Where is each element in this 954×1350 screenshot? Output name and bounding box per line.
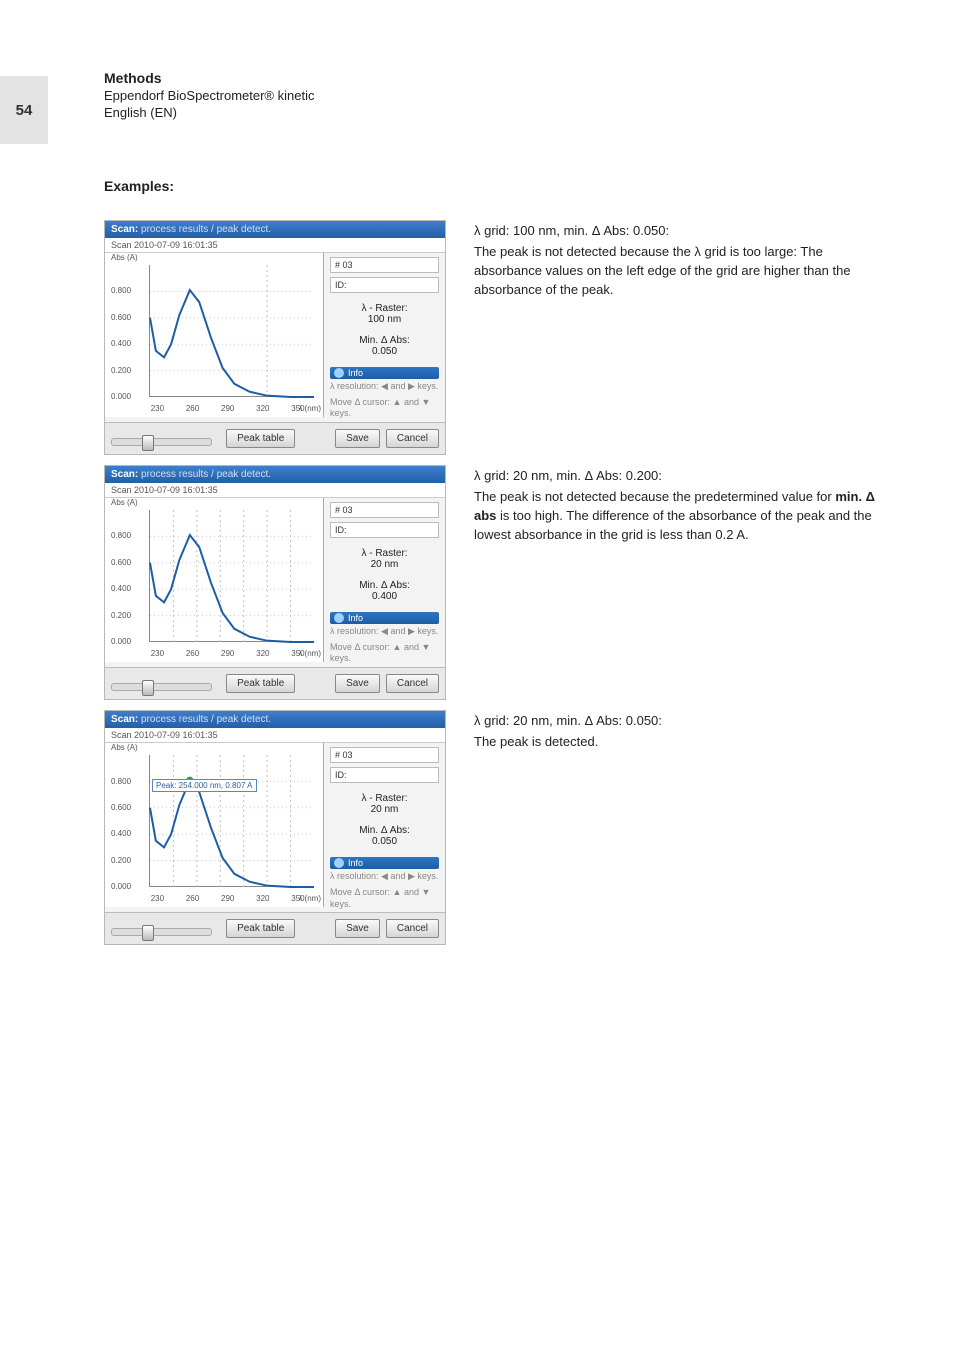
slider-thumb[interactable]: [142, 925, 154, 941]
device-title: Scan: process results / peak detect.: [105, 711, 445, 728]
device-screenshot: Scan: process results / peak detect. Sca…: [104, 465, 446, 700]
plot-area: Abs (A) 0.0000.2000.4000.6000.800 230260…: [105, 498, 324, 662]
peak-table-button[interactable]: Peak table: [226, 429, 295, 448]
hint-cursor: Move Δ cursor: ▲ and ▼ keys.: [330, 887, 439, 910]
info-bar: Info: [330, 367, 439, 379]
save-button[interactable]: Save: [335, 674, 380, 693]
y-axis-label: Abs (A): [111, 498, 138, 507]
peak-table-button[interactable]: Peak table: [226, 919, 295, 938]
plot-box: [149, 265, 313, 397]
x-axis-label: λ (nm): [298, 404, 321, 413]
device-screenshot: Scan: process results / peak detect. Sca…: [104, 220, 446, 455]
example-row: Scan: process results / peak detect. Sca…: [104, 465, 894, 700]
peak-table-button[interactable]: Peak table: [226, 674, 295, 693]
example-row: Scan: process results / peak detect. Sca…: [104, 220, 894, 455]
minabs-param: Min. Δ Abs:0.050: [330, 335, 439, 357]
example-description: λ grid: 20 nm, min. Δ Abs: 0.050: The pe…: [474, 710, 894, 945]
section-title: Examples:: [104, 178, 894, 194]
sample-number-field[interactable]: # 03: [330, 502, 439, 518]
info-bar: Info: [330, 612, 439, 624]
example-row: Scan: process results / peak detect. Sca…: [104, 710, 894, 945]
cancel-button[interactable]: Cancel: [386, 919, 439, 938]
plot-box: Peak: 254.000 nm, 0.807 A: [149, 755, 313, 887]
save-button[interactable]: Save: [335, 429, 380, 448]
id-field[interactable]: ID:: [330, 277, 439, 293]
hint-resolution: λ resolution: ◀ and ▶ keys.: [330, 871, 439, 883]
peak-label: Peak: 254.000 nm, 0.807 A: [152, 779, 257, 792]
info-icon: [334, 368, 344, 378]
header-block: Methods Eppendorf BioSpectrometer® kinet…: [104, 70, 894, 120]
info-bar: Info: [330, 857, 439, 869]
plot-area: Abs (A) 0.0000.2000.4000.6000.800 230260…: [105, 743, 324, 907]
slider-thumb[interactable]: [142, 680, 154, 696]
minabs-param: Min. Δ Abs:0.400: [330, 580, 439, 602]
hint-cursor: Move Δ cursor: ▲ and ▼ keys.: [330, 642, 439, 665]
example-description: λ grid: 20 nm, min. Δ Abs: 0.200: The pe…: [474, 465, 894, 700]
device-title: Scan: process results / peak detect.: [105, 221, 445, 238]
slider[interactable]: [111, 683, 212, 691]
y-axis-label: Abs (A): [111, 253, 138, 262]
info-icon: [334, 858, 344, 868]
desc-title: λ grid: 100 nm, min. Δ Abs: 0.050:: [474, 222, 894, 241]
example-description: λ grid: 100 nm, min. Δ Abs: 0.050: The p…: [474, 220, 894, 455]
desc-title: λ grid: 20 nm, min. Δ Abs: 0.050:: [474, 712, 894, 731]
cancel-button[interactable]: Cancel: [386, 429, 439, 448]
desc-body: The peak is detected.: [474, 733, 894, 752]
id-field[interactable]: ID:: [330, 522, 439, 538]
device-timestamp: Scan 2010-07-09 16:01:35: [105, 238, 445, 253]
device-timestamp: Scan 2010-07-09 16:01:35: [105, 728, 445, 743]
raster-param: λ - Raster:20 nm: [330, 548, 439, 570]
id-field[interactable]: ID:: [330, 767, 439, 783]
header-lang: English (EN): [104, 105, 894, 120]
page: Methods Eppendorf BioSpectrometer® kinet…: [0, 0, 954, 1015]
header-product: Eppendorf BioSpectrometer® kinetic: [104, 88, 894, 103]
hint-resolution: λ resolution: ◀ and ▶ keys.: [330, 381, 439, 393]
sample-number-field[interactable]: # 03: [330, 747, 439, 763]
device-screenshot: Scan: process results / peak detect. Sca…: [104, 710, 446, 945]
slider[interactable]: [111, 438, 212, 446]
plot-box: [149, 510, 313, 642]
x-axis-label: λ (nm): [298, 894, 321, 903]
raster-param: λ - Raster:20 nm: [330, 793, 439, 815]
y-axis-label: Abs (A): [111, 743, 138, 752]
device-timestamp: Scan 2010-07-09 16:01:35: [105, 483, 445, 498]
minabs-param: Min. Δ Abs:0.050: [330, 825, 439, 847]
save-button[interactable]: Save: [335, 919, 380, 938]
desc-title: λ grid: 20 nm, min. Δ Abs: 0.200:: [474, 467, 894, 486]
slider[interactable]: [111, 928, 212, 936]
sample-number-field[interactable]: # 03: [330, 257, 439, 273]
hint-cursor: Move Δ cursor: ▲ and ▼ keys.: [330, 397, 439, 420]
x-axis-label: λ (nm): [298, 649, 321, 658]
hint-resolution: λ resolution: ◀ and ▶ keys.: [330, 626, 439, 638]
desc-body: The peak is not detected because the λ g…: [474, 243, 894, 300]
cancel-button[interactable]: Cancel: [386, 674, 439, 693]
header-methods: Methods: [104, 70, 894, 86]
slider-thumb[interactable]: [142, 435, 154, 451]
desc-body: The peak is not detected because the pre…: [474, 488, 894, 545]
plot-area: Abs (A) 0.0000.2000.4000.6000.800 230260…: [105, 253, 324, 417]
device-title: Scan: process results / peak detect.: [105, 466, 445, 483]
raster-param: λ - Raster:100 nm: [330, 303, 439, 325]
info-icon: [334, 613, 344, 623]
